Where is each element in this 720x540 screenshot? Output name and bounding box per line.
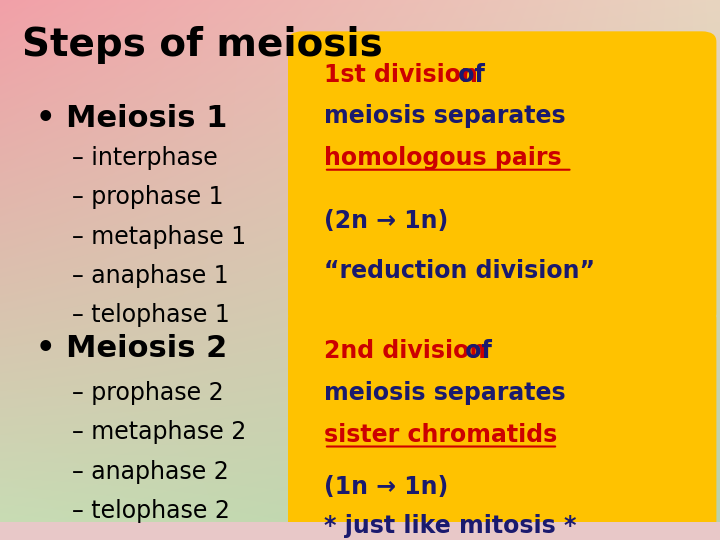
Text: meiosis separates: meiosis separates xyxy=(324,381,566,405)
Text: 1st division: 1st division xyxy=(324,63,478,86)
Text: “reduction division”: “reduction division” xyxy=(324,259,595,282)
Text: – anaphase 1: – anaphase 1 xyxy=(72,264,229,288)
Text: – anaphase 2: – anaphase 2 xyxy=(72,460,229,483)
Text: sister chromatids: sister chromatids xyxy=(324,423,557,447)
Text: meiosis separates: meiosis separates xyxy=(324,104,566,129)
Text: – prophase 1: – prophase 1 xyxy=(72,185,223,210)
Text: – telophase 1: – telophase 1 xyxy=(72,303,230,327)
Text: – metaphase 2: – metaphase 2 xyxy=(72,421,246,444)
Text: homologous pairs: homologous pairs xyxy=(324,146,562,170)
Text: Steps of meiosis: Steps of meiosis xyxy=(22,26,382,64)
Text: of: of xyxy=(457,340,492,363)
FancyBboxPatch shape xyxy=(288,308,716,540)
Text: – telophase 2: – telophase 2 xyxy=(72,499,230,523)
Text: • Meiosis 2: • Meiosis 2 xyxy=(36,334,228,363)
Text: 2nd division: 2nd division xyxy=(324,340,486,363)
Text: (2n → 1n): (2n → 1n) xyxy=(324,209,449,233)
Text: – interphase: – interphase xyxy=(72,146,217,170)
Text: (1n → 1n): (1n → 1n) xyxy=(324,475,449,500)
Text: * just like mitosis *: * just like mitosis * xyxy=(324,515,577,538)
FancyBboxPatch shape xyxy=(288,31,716,324)
Text: • Meiosis 1: • Meiosis 1 xyxy=(36,104,228,133)
Text: – prophase 2: – prophase 2 xyxy=(72,381,224,405)
Text: of: of xyxy=(450,63,485,86)
Text: – metaphase 1: – metaphase 1 xyxy=(72,225,246,248)
